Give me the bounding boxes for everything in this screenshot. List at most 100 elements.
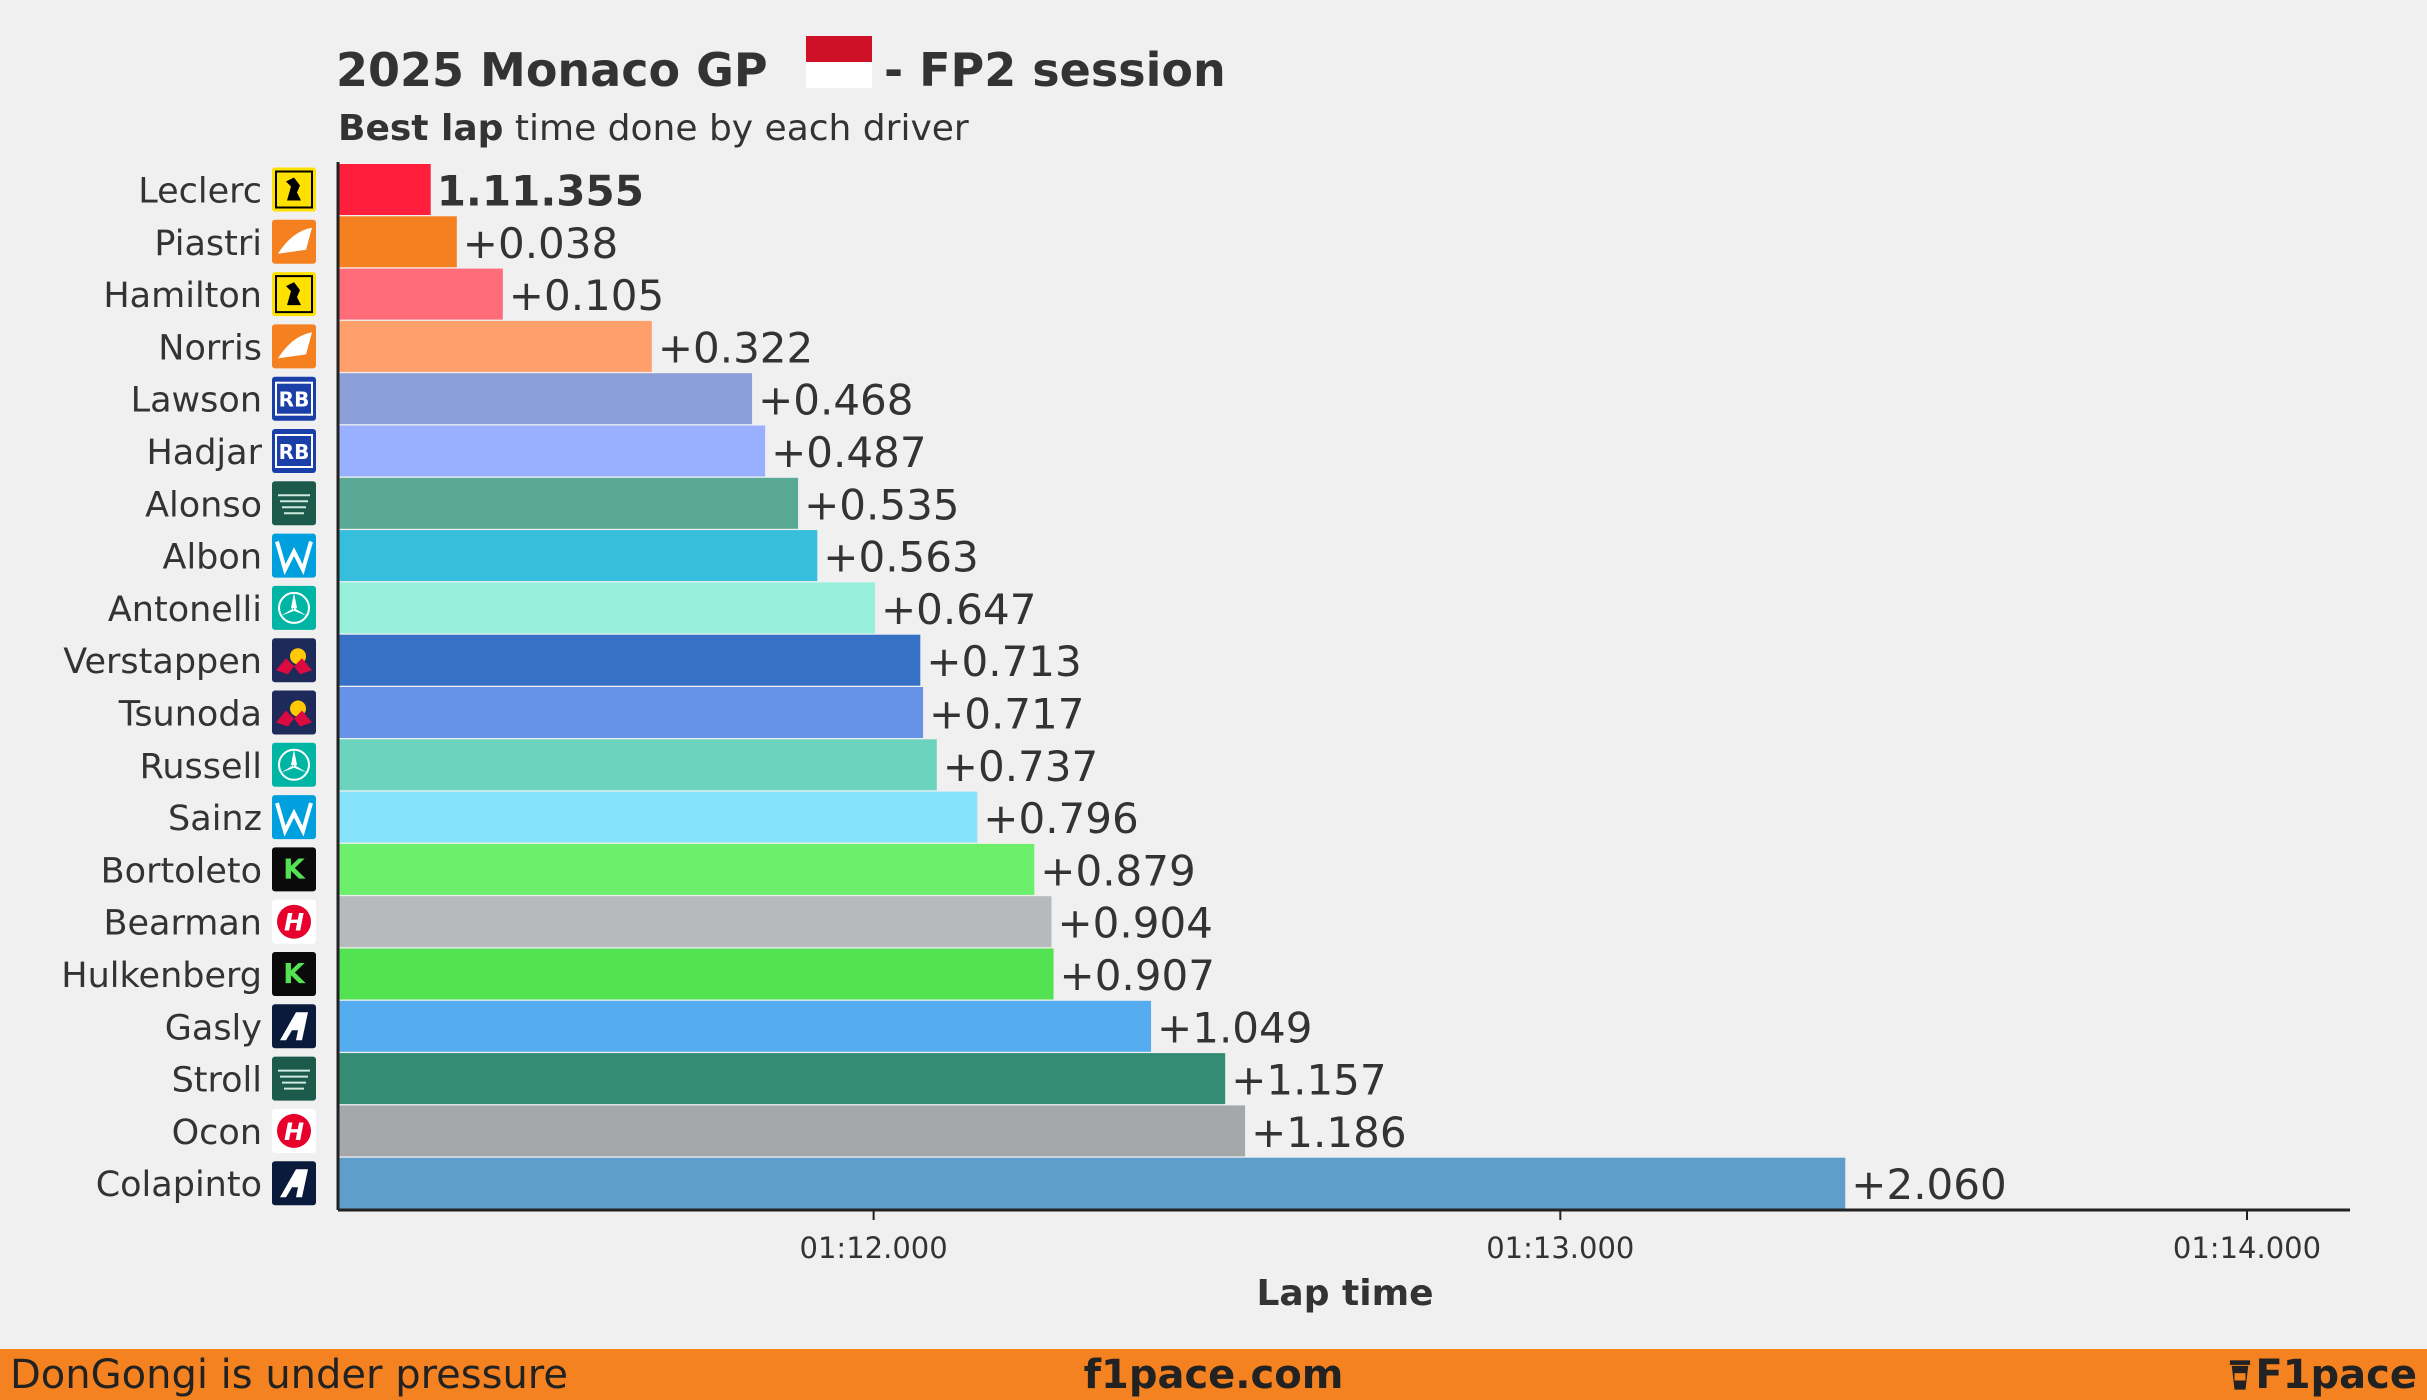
monaco-flag-icon [806,36,872,88]
redbull-logo-icon [272,638,316,683]
chart-subtitle-bold: Best lap [338,108,503,149]
driver-label-alonso: Alonso [145,485,262,525]
gap-label-ocon: +1.186 [1251,1108,1406,1157]
bar-verstappen [338,634,921,686]
ferrari-logo-icon [272,272,316,317]
bar-piastri [338,216,457,268]
gap-label-hadjar: +0.487 [771,428,926,477]
chart-subtitle-rest: time done by each driver [503,108,968,149]
driver-label-antonelli: Antonelli [108,590,262,630]
driver-label-bortoleto: Bortoleto [101,851,262,891]
driver-label-hadjar: Hadjar [146,433,262,473]
gap-label-colapinto: +2.060 [1851,1160,2006,1209]
driver-label-norris: Norris [158,328,262,368]
x-tick-label: 01:14.000 [2173,1231,2321,1265]
svg-text:K: K [283,957,306,990]
mercedes-logo-icon [272,742,316,787]
bar-albon [338,530,818,582]
axes-layer: 01:12.000 01:13.000 01:14.000 [336,162,2350,1265]
bar-antonelli [338,582,875,634]
bar-ocon [338,1105,1246,1157]
alpine-logo-icon [272,1004,316,1049]
gap-label-leclerc: 1.11.355 [437,167,644,216]
bar-stroll [338,1053,1226,1105]
bar-sainz [338,791,978,843]
williams-logo-icon [272,533,316,578]
labels-layer: Leclerc 1.11.355 Piastri +0.038 Hamilton +0.1… [61,167,2006,1210]
gap-label-alonso: +0.535 [804,480,959,529]
driver-label-bearman: Bearman [104,904,263,944]
bar-norris [338,320,652,372]
gap-label-piastri: +0.038 [463,219,618,268]
alpine-logo-icon [272,1161,316,1206]
astonmartin-logo-icon [272,1056,316,1101]
driver-label-leclerc: Leclerc [138,172,262,212]
footer-left-text: DonGongi is under pressure [10,1351,568,1398]
astonmartin-logo-icon [272,481,316,526]
driver-label-tsunoda: Tsunoda [118,695,262,735]
gap-label-sainz: +0.796 [983,794,1138,843]
gap-label-tsunoda: +0.717 [929,690,1084,739]
gap-label-norris: +0.322 [658,323,813,372]
mclaren-logo-icon [272,324,316,369]
bar-bearman [338,896,1052,948]
driver-label-hulkenberg: Hulkenberg [61,956,262,996]
footer-brand: F1pace [2229,1352,2417,1398]
gap-label-bearman: +0.904 [1057,899,1212,948]
x-axis-title: Lap time [1256,1273,1433,1314]
x-tick-label: 01:13.000 [1486,1231,1634,1265]
racingbulls-logo-icon: RB [272,429,316,473]
gap-label-verstappen: +0.713 [926,637,1081,686]
driver-label-verstappen: Verstappen [63,642,262,682]
driver-label-russell: Russell [140,747,262,787]
gap-label-albon: +0.563 [823,533,978,582]
bar-colapinto [338,1157,1846,1209]
chart-subtitle: Best lap time done by each driver [338,108,969,149]
chart-title-suffix: - FP2 session [884,43,1226,97]
gap-label-antonelli: +0.647 [881,585,1036,634]
gap-label-russell: +0.737 [943,742,1098,791]
svg-text:K: K [283,852,306,885]
gap-label-bortoleto: +0.879 [1040,846,1195,895]
bar-hadjar [338,425,766,477]
driver-label-sainz: Sainz [168,799,262,839]
driver-label-lawson: Lawson [131,381,262,421]
gap-label-lawson: +0.468 [758,376,913,425]
driver-label-ocon: Ocon [172,1113,262,1153]
racingbulls-logo-icon: RB [272,376,316,421]
footer-brand-text: F1pace [2255,1351,2417,1398]
haas-logo-icon: H [272,1108,316,1153]
bar-bortoleto [338,843,1035,895]
svg-text:RB: RB [279,388,310,412]
driver-label-piastri: Piastri [154,224,262,264]
gap-label-gasly: +1.049 [1157,1003,1312,1052]
bar-gasly [338,1000,1152,1052]
sauber-logo-icon: K [272,952,316,996]
bar-tsunoda [338,687,924,738]
mclaren-logo-icon [272,219,316,264]
driver-label-hamilton: Hamilton [103,276,262,316]
driver-label-albon: Albon [163,538,262,578]
driver-label-gasly: Gasly [165,1008,262,1048]
svg-text:H: H [284,1118,304,1146]
mercedes-logo-icon [272,585,316,630]
lap-time-chart: 2025 Monaco GP - FP2 session Best lap ti… [61,36,2350,1314]
chart-title-prefix: 2025 Monaco GP [336,43,768,97]
coffee-cup-icon [2230,1359,2251,1390]
bar-hulkenberg [338,948,1054,1000]
bar-russell [338,739,937,791]
williams-logo-icon [272,795,316,840]
haas-logo-icon: H [272,899,316,944]
svg-text:RB: RB [279,440,310,464]
redbull-logo-icon [272,690,316,735]
bar-hamilton [338,268,503,320]
bar-lawson [338,373,753,425]
driver-label-colapinto: Colapinto [96,1165,262,1205]
bars-layer [338,164,1846,1209]
gap-label-hamilton: +0.105 [509,271,664,320]
bar-leclerc [338,164,431,215]
svg-text:H: H [284,909,304,937]
gap-label-hulkenberg: +0.907 [1060,951,1215,1000]
gap-label-stroll: +1.157 [1231,1056,1386,1105]
